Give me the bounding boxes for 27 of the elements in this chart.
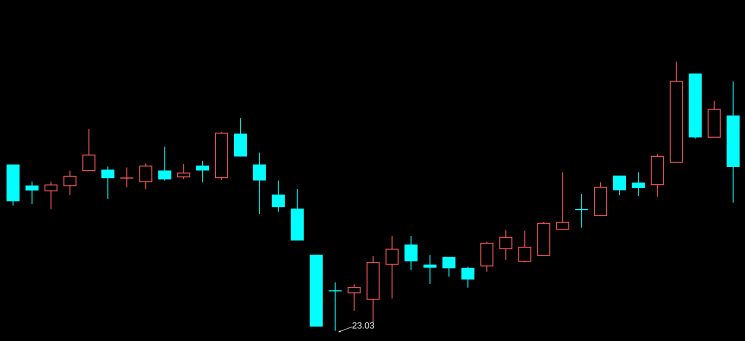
candlestick: [63, 170, 76, 196]
candlestick: [480, 241, 494, 272]
candlestick: [196, 160, 210, 183]
candlestick: [575, 194, 588, 228]
candlestick: [518, 230, 532, 263]
candlestick: [404, 236, 418, 270]
candlestick: [461, 266, 474, 288]
candlestick: [101, 166, 114, 200]
candlestick: [386, 236, 399, 299]
candlestick: [348, 283, 361, 312]
candlestick: [139, 162, 152, 190]
candlestick: [612, 176, 626, 196]
candlestick: [82, 128, 96, 172]
candlestick: [158, 146, 172, 182]
candlestick: [44, 181, 58, 210]
candlestick: [442, 256, 456, 278]
candlestick: [120, 166, 134, 188]
candlestick: [499, 230, 512, 260]
candlestick: [26, 181, 39, 204]
annotation: 23.03: [352, 322, 374, 329]
candlestick: [252, 152, 266, 214]
candlestick: [423, 254, 436, 284]
candlestick: [234, 118, 247, 158]
candlestick: [272, 180, 285, 212]
candlestick: [556, 172, 570, 230]
candlestick: [177, 163, 190, 180]
candlestick: [632, 172, 645, 196]
